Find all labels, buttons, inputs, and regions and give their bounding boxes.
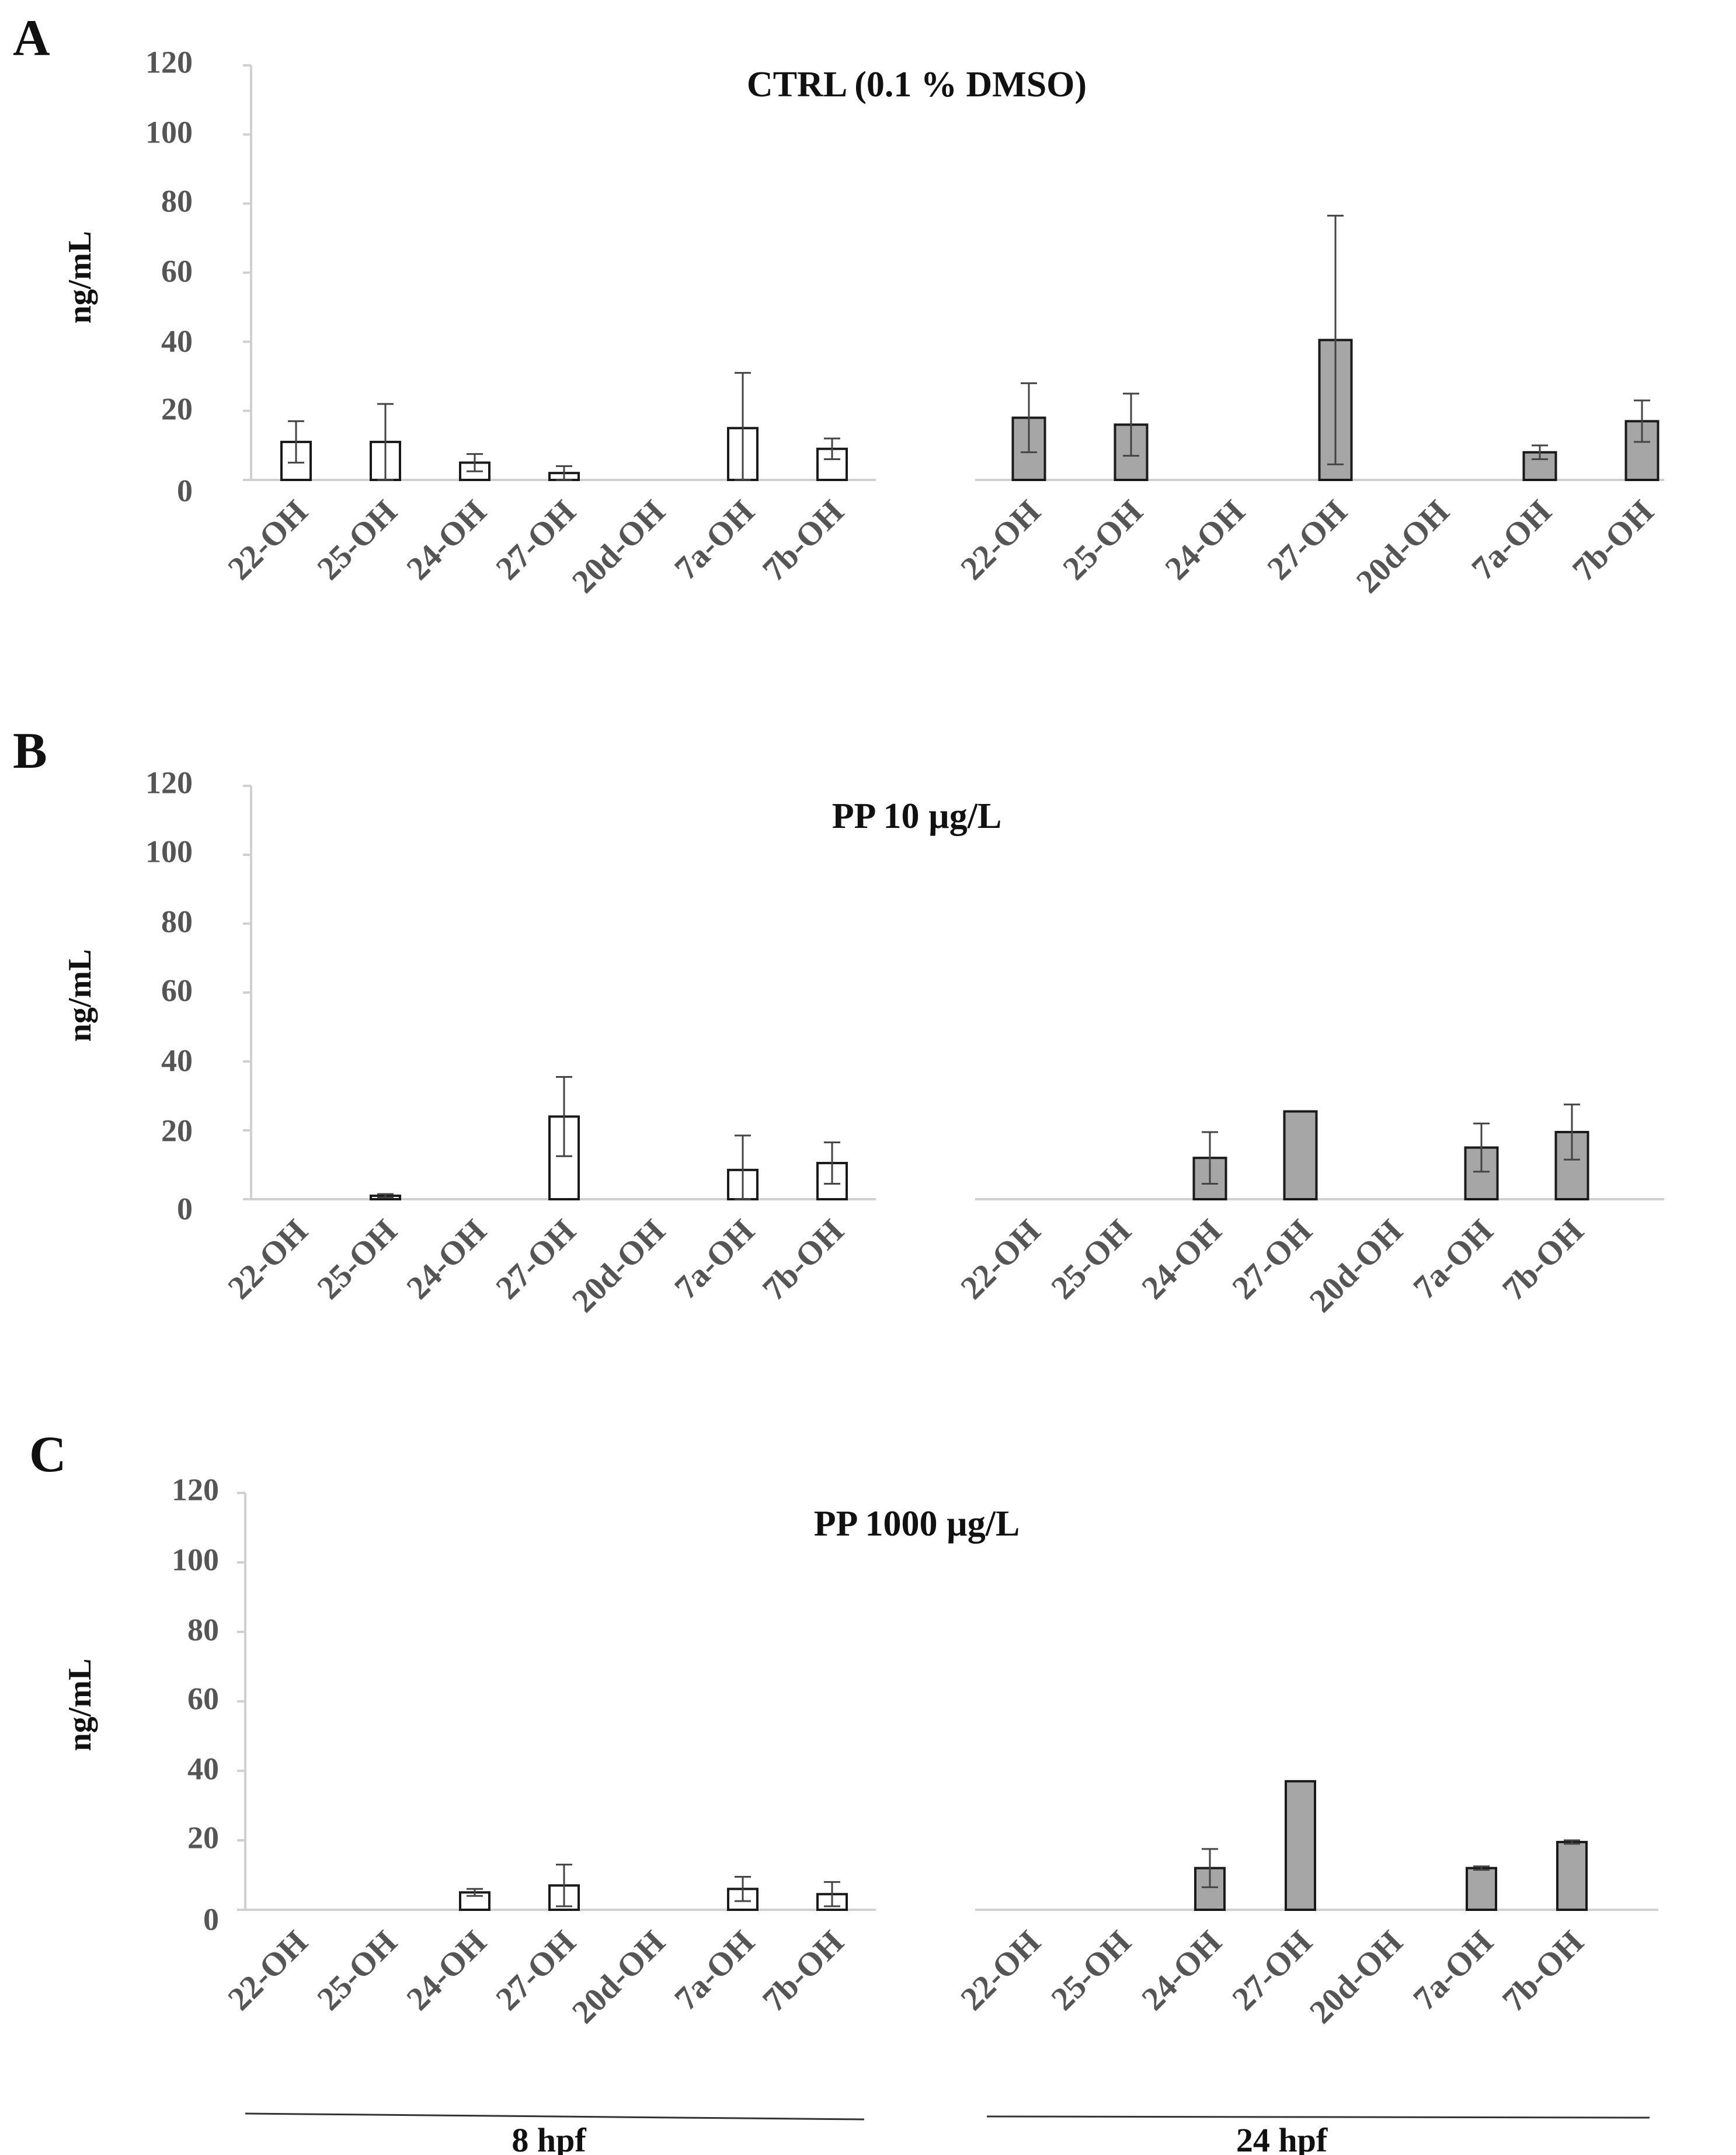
x-tick-label: 20d-OH [1349, 493, 1456, 600]
x-tick-label: 25-OH [310, 493, 404, 587]
y-tick-label: 60 [161, 973, 193, 1008]
y-tick-labels: 0 20 40 60 80 100 120 [145, 765, 193, 1226]
x-tick-label: 24-OH [399, 493, 493, 587]
panel-b: B PP 10 µg/L ng/mL 0 20 40 60 80 100 120… [13, 723, 1591, 1320]
x-tick-label: 25-OH [310, 1924, 404, 2018]
x-tick-label: 25-OH [1044, 1213, 1138, 1307]
plot-b [243, 785, 1664, 1201]
y-tick-labels: 0 20 40 60 80 100 120 [172, 1472, 219, 1937]
x-tick-label: 22-OH [954, 1213, 1048, 1307]
panel-a: A CTRL (0.1 % DMSO) ng/mL 0 20 40 60 80 … [13, 10, 1661, 600]
chart-title: PP 10 µg/L [832, 796, 1002, 836]
bar [1285, 1780, 1316, 1912]
plot-c [237, 1492, 1658, 1912]
panel-c: C PP 1000 µg/L ng/mL 0 20 40 60 80 100 1… [29, 1426, 1591, 2031]
y-tick-label: 60 [161, 253, 193, 288]
y-tick-label: 80 [161, 904, 193, 939]
y-tick-label: 40 [161, 323, 193, 358]
x-tick-label: 24-OH [1158, 493, 1252, 587]
x-tick-label: 22-OH [954, 493, 1048, 587]
y-tick-label: 20 [187, 1820, 219, 1855]
bar [548, 1115, 580, 1201]
panel-letter: C [29, 1426, 67, 1483]
bar [1556, 1840, 1588, 1912]
y-tick-label: 0 [177, 1191, 193, 1226]
group-label-24hpf: 24 hpf [1236, 2121, 1328, 2155]
x-tick-label: 20d-OH [1303, 1924, 1410, 2031]
y-tick-label: 20 [161, 391, 193, 426]
group-labels: 8 hpf 24 hpf [245, 2112, 1650, 2155]
chart-title: PP 1000 µg/L [814, 1504, 1020, 1544]
y-tick-label: 0 [203, 1902, 219, 1937]
x-tick-labels-8hpf: 22-OH 25-OH 24-OH 27-OH 20d-OH 7a-OH 7b-… [221, 1924, 851, 2031]
y-tick-label: 120 [145, 44, 193, 79]
x-tick-label: 25-OH [1044, 1924, 1138, 2018]
x-tick-label: 7b-OH [1565, 493, 1661, 589]
bar [1466, 1867, 1497, 1912]
x-tick-label: 25-OH [310, 1213, 404, 1307]
x-tick-label: 25-OH [1056, 493, 1150, 587]
x-tick-label: 7b-OH [756, 1213, 851, 1308]
x-tick-label: 7a-OH [1406, 1924, 1500, 2018]
x-tick-label: 7a-OH [667, 493, 761, 587]
x-tick-label: 7b-OH [756, 493, 851, 589]
x-tick-label: 24-OH [399, 1924, 493, 2018]
bar [459, 1891, 490, 1911]
x-tick-label: 7b-OH [1495, 1924, 1591, 2019]
group-label-8hpf: 8 hpf [512, 2121, 586, 2155]
y-tick-label: 0 [177, 473, 193, 508]
x-tick-label: 22-OH [221, 1924, 315, 2018]
y-axis-label: ng/mL [62, 1659, 98, 1752]
x-tick-label: 20d-OH [565, 1213, 672, 1320]
x-tick-label: 7b-OH [1495, 1213, 1591, 1308]
x-tick-labels-24hpf: 22-OH 25-OH 24-OH 27-OH 20d-OH 7a-OH 7b-… [954, 1924, 1591, 2031]
y-tick-label: 120 [172, 1472, 219, 1507]
y-tick-label: 80 [187, 1612, 219, 1647]
x-tick-label: 7a-OH [667, 1924, 761, 2018]
bar [1283, 1110, 1318, 1201]
y-tick-label: 100 [172, 1542, 219, 1577]
x-tick-labels-8hpf: 22-OH 25-OH 24-OH 27-OH 20d-OH 7a-OH 7b-… [221, 493, 851, 600]
x-tick-label: 7a-OH [1406, 1213, 1500, 1307]
x-tick-label: 22-OH [221, 1213, 315, 1307]
x-tick-label: 24-OH [1135, 1924, 1229, 2018]
panel-letter: A [13, 10, 50, 67]
group-underline-24hpf [986, 2115, 1650, 2119]
chart-title: CTRL (0.1 % DMSO) [747, 65, 1087, 105]
x-tick-label: 7b-OH [756, 1924, 851, 2019]
y-tick-label: 20 [161, 1113, 193, 1148]
x-tick-label: 22-OH [954, 1924, 1048, 2018]
x-tick-label: 22-OH [221, 493, 315, 587]
x-tick-label: 27-OH [1260, 493, 1354, 587]
y-tick-label: 60 [187, 1681, 219, 1716]
plot-layer [237, 64, 1664, 1912]
x-tick-labels-8hpf: 22-OH 25-OH 24-OH 27-OH 20d-OH 7a-OH 7b-… [221, 1213, 851, 1320]
x-tick-label: 20d-OH [565, 1924, 672, 2031]
y-tick-label: 80 [161, 183, 193, 218]
y-tick-label: 40 [161, 1043, 193, 1078]
plot-a [243, 64, 1664, 482]
x-tick-labels-24hpf: 22-OH 25-OH 24-OH 27-OH 20d-OH 7a-OH 7b-… [954, 1213, 1591, 1320]
y-tick-labels: 0 20 40 60 80 100 120 [145, 44, 193, 508]
y-tick-label: 40 [187, 1751, 219, 1786]
panel-letter: B [13, 723, 47, 779]
x-tick-label: 24-OH [1135, 1213, 1229, 1307]
x-tick-label: 24-OH [399, 1213, 493, 1307]
group-underline-8hpf [245, 2112, 865, 2121]
x-tick-labels-24hpf: 22-OH 25-OH 24-OH 27-OH 20d-OH 7a-OH 7b-… [954, 493, 1661, 600]
y-tick-label: 100 [145, 114, 193, 149]
y-axis-label: ng/mL [62, 231, 98, 324]
y-axis-label: ng/mL [62, 949, 98, 1042]
y-tick-label: 100 [145, 834, 193, 869]
x-tick-label: 7a-OH [1464, 493, 1558, 587]
y-tick-label: 120 [145, 765, 193, 800]
x-tick-label: 20d-OH [565, 493, 672, 600]
x-tick-label: 20d-OH [1303, 1213, 1410, 1320]
x-tick-label: 7a-OH [667, 1213, 761, 1307]
